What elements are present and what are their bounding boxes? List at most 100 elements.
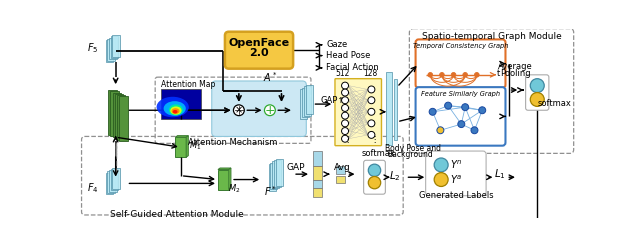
FancyBboxPatch shape xyxy=(386,72,392,145)
FancyBboxPatch shape xyxy=(161,89,201,119)
Text: 128: 128 xyxy=(363,69,377,78)
Circle shape xyxy=(434,173,448,186)
Circle shape xyxy=(342,82,349,89)
Polygon shape xyxy=(175,136,188,137)
Text: Generated Labels: Generated Labels xyxy=(419,191,493,200)
FancyBboxPatch shape xyxy=(525,75,549,110)
FancyBboxPatch shape xyxy=(113,168,120,189)
FancyBboxPatch shape xyxy=(106,40,113,62)
FancyBboxPatch shape xyxy=(336,166,345,174)
FancyBboxPatch shape xyxy=(364,160,385,194)
FancyBboxPatch shape xyxy=(336,176,345,184)
Text: $Y^n$: $Y^n$ xyxy=(451,159,463,171)
Circle shape xyxy=(342,104,349,111)
Polygon shape xyxy=(229,168,231,190)
Text: GAP: GAP xyxy=(286,162,305,171)
Text: softmax: softmax xyxy=(362,149,396,159)
Circle shape xyxy=(428,73,433,77)
Text: +: + xyxy=(264,104,275,117)
FancyBboxPatch shape xyxy=(111,91,119,136)
FancyBboxPatch shape xyxy=(274,160,281,187)
FancyBboxPatch shape xyxy=(111,37,118,58)
Polygon shape xyxy=(218,168,231,170)
Text: Attention Mechanism: Attention Mechanism xyxy=(188,138,278,147)
Text: $F^*$: $F^*$ xyxy=(264,184,277,198)
FancyBboxPatch shape xyxy=(276,159,282,186)
FancyBboxPatch shape xyxy=(108,172,115,193)
Text: $F_4$: $F_4$ xyxy=(87,181,99,195)
Text: $A^*$: $A^*$ xyxy=(264,70,278,84)
FancyBboxPatch shape xyxy=(312,151,322,166)
Text: $F_5$: $F_5$ xyxy=(87,41,99,55)
Circle shape xyxy=(463,73,467,77)
FancyBboxPatch shape xyxy=(312,188,322,197)
Text: Temporal Consistency Graph: Temporal Consistency Graph xyxy=(413,43,508,49)
Text: Avg: Avg xyxy=(333,162,350,171)
Circle shape xyxy=(234,105,244,116)
Text: OpenFace: OpenFace xyxy=(228,38,289,48)
FancyBboxPatch shape xyxy=(119,96,127,141)
Circle shape xyxy=(458,121,465,128)
Circle shape xyxy=(342,97,349,104)
Circle shape xyxy=(342,89,349,96)
Ellipse shape xyxy=(172,108,180,114)
Circle shape xyxy=(440,73,444,77)
Text: Background: Background xyxy=(387,150,433,159)
Circle shape xyxy=(434,158,448,172)
Circle shape xyxy=(342,135,349,142)
FancyBboxPatch shape xyxy=(415,87,506,146)
Circle shape xyxy=(437,127,444,134)
Circle shape xyxy=(461,104,468,111)
Text: Body Pose and: Body Pose and xyxy=(385,144,440,153)
Polygon shape xyxy=(175,137,186,157)
FancyBboxPatch shape xyxy=(312,166,322,180)
Circle shape xyxy=(445,102,452,109)
Circle shape xyxy=(342,120,349,127)
FancyBboxPatch shape xyxy=(312,180,322,188)
Text: Feature Similarly Graph: Feature Similarly Graph xyxy=(421,90,500,97)
Circle shape xyxy=(368,131,375,138)
Text: Average: Average xyxy=(498,62,533,72)
Circle shape xyxy=(474,73,479,77)
Circle shape xyxy=(368,108,375,115)
FancyBboxPatch shape xyxy=(115,94,124,139)
FancyBboxPatch shape xyxy=(117,95,125,140)
Ellipse shape xyxy=(157,97,189,117)
Text: 2.0: 2.0 xyxy=(249,48,269,58)
Ellipse shape xyxy=(173,110,177,113)
Circle shape xyxy=(368,97,375,104)
Text: $L_1$: $L_1$ xyxy=(494,167,506,181)
Ellipse shape xyxy=(169,104,183,115)
Circle shape xyxy=(479,107,486,114)
FancyBboxPatch shape xyxy=(269,164,276,191)
FancyBboxPatch shape xyxy=(212,81,307,136)
FancyBboxPatch shape xyxy=(415,39,506,88)
FancyBboxPatch shape xyxy=(108,39,115,61)
FancyBboxPatch shape xyxy=(272,161,279,188)
Text: ⋮: ⋮ xyxy=(370,135,378,144)
Circle shape xyxy=(531,79,544,93)
Circle shape xyxy=(264,105,275,116)
Text: Self-Guided Attention Module: Self-Guided Attention Module xyxy=(110,209,244,219)
Polygon shape xyxy=(186,136,188,157)
FancyBboxPatch shape xyxy=(300,89,307,119)
FancyBboxPatch shape xyxy=(106,173,113,194)
FancyBboxPatch shape xyxy=(108,90,117,135)
Polygon shape xyxy=(218,170,229,190)
Circle shape xyxy=(531,93,544,106)
Text: GAP↑: GAP↑ xyxy=(320,96,344,105)
Circle shape xyxy=(368,86,375,93)
Ellipse shape xyxy=(170,106,182,115)
FancyBboxPatch shape xyxy=(394,79,397,139)
Text: $M_2$: $M_2$ xyxy=(228,183,241,195)
Text: Head Pose: Head Pose xyxy=(326,51,371,60)
FancyBboxPatch shape xyxy=(304,86,311,116)
Circle shape xyxy=(342,112,349,119)
Circle shape xyxy=(471,127,478,134)
FancyBboxPatch shape xyxy=(426,151,486,196)
FancyBboxPatch shape xyxy=(271,162,277,189)
Text: $M_1$: $M_1$ xyxy=(189,140,202,152)
Text: $Y^a$: $Y^a$ xyxy=(451,173,463,186)
Text: t: t xyxy=(497,69,500,78)
FancyBboxPatch shape xyxy=(109,38,116,59)
